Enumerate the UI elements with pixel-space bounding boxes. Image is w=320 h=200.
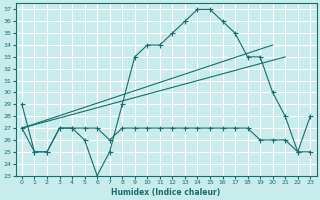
X-axis label: Humidex (Indice chaleur): Humidex (Indice chaleur) (111, 188, 221, 197)
